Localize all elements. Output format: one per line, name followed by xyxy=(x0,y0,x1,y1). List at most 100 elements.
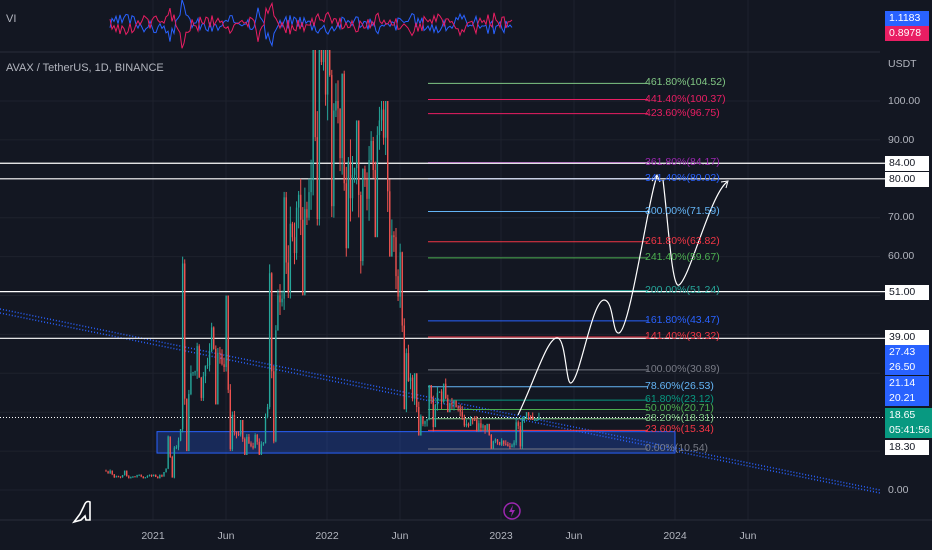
candle-body xyxy=(376,135,379,238)
candle-body xyxy=(538,417,540,420)
candle-body xyxy=(492,441,495,449)
candle-body xyxy=(148,474,151,476)
candle-body xyxy=(420,416,422,436)
candle-body xyxy=(345,183,347,249)
candle-body xyxy=(447,398,449,413)
candle-body xyxy=(401,252,403,326)
fib-label: 241.40%(59.67) xyxy=(645,250,720,263)
indicator-title[interactable]: VI xyxy=(6,13,17,25)
candle-body xyxy=(413,373,416,399)
candle-body xyxy=(227,295,229,390)
candle-body xyxy=(382,109,385,138)
candle-body xyxy=(320,50,323,63)
candle-body xyxy=(432,398,434,428)
candle-body xyxy=(136,475,138,477)
candle-body xyxy=(387,101,389,192)
fib-label: 441.40%(100.37) xyxy=(645,92,726,105)
candle-body xyxy=(384,101,387,138)
candle-body xyxy=(221,353,223,365)
candle-body xyxy=(244,438,246,455)
candle-body xyxy=(179,429,182,441)
candle-body xyxy=(436,392,439,405)
symbol-title[interactable]: AVAX / TetherUS, 1D, BINANCE xyxy=(6,62,164,74)
candle-body xyxy=(517,422,519,426)
price-tick: 100.00 xyxy=(888,95,921,107)
candle-body xyxy=(529,415,532,417)
candles xyxy=(105,50,540,479)
candle-body xyxy=(333,110,335,207)
candle-body xyxy=(177,440,180,448)
candle-body xyxy=(115,476,118,478)
candle-body xyxy=(469,419,472,426)
currency-label[interactable]: USDT xyxy=(888,58,917,70)
candle-body xyxy=(339,108,341,159)
candle-body xyxy=(482,425,484,428)
price-label-84: 84.00 xyxy=(885,156,929,171)
candle-body xyxy=(300,194,302,220)
candle-body xyxy=(138,474,140,476)
time-tick: 2022 xyxy=(315,530,339,542)
candle-body xyxy=(523,417,526,419)
candle-body xyxy=(324,50,327,95)
fib-label: 61.80%(23.12) xyxy=(645,393,714,406)
candle-body xyxy=(217,352,219,405)
candle-body xyxy=(455,400,457,408)
candle-body xyxy=(142,476,144,479)
price-label-18-30: 18.30 xyxy=(885,440,929,455)
candle-body xyxy=(405,353,408,410)
last-price-label: 18.65 xyxy=(885,408,932,423)
candle-body xyxy=(291,223,294,238)
candle-body xyxy=(283,197,285,299)
vi-minus-line xyxy=(109,1,513,49)
candle-body xyxy=(250,443,252,447)
candle-body xyxy=(105,470,107,472)
candle-body xyxy=(480,423,482,428)
candle-body xyxy=(411,377,414,399)
price-label-21-14: 21.14 xyxy=(885,376,929,391)
lightning-event-icon[interactable] xyxy=(502,501,522,521)
fib-label: 261.80%(63.82) xyxy=(645,234,720,247)
candle-body xyxy=(358,120,360,195)
candle-body xyxy=(123,470,126,476)
candle-body xyxy=(459,408,461,412)
candle-body xyxy=(513,442,515,446)
candle-body xyxy=(239,419,242,435)
candle-body xyxy=(389,191,391,257)
candle-body xyxy=(349,161,352,199)
candle-body xyxy=(312,50,314,181)
candle-body xyxy=(119,476,122,478)
tradingview-dino-icon[interactable] xyxy=(70,496,100,526)
candle-body xyxy=(397,276,399,297)
candle-body xyxy=(126,470,128,477)
candle-body xyxy=(329,50,331,76)
candle-body xyxy=(167,436,169,469)
candle-body xyxy=(438,391,441,393)
candle-body xyxy=(266,407,269,417)
candle-body xyxy=(368,159,370,199)
candle-body xyxy=(237,433,240,435)
candle-body xyxy=(316,137,318,220)
price-tick: 90.00 xyxy=(888,134,915,146)
candle-body xyxy=(519,425,521,447)
candle-body xyxy=(525,412,528,418)
candle-body xyxy=(461,411,463,419)
candle-body xyxy=(206,365,209,367)
candle-body xyxy=(173,447,176,478)
candle-body xyxy=(121,475,124,478)
candle-body xyxy=(229,389,231,450)
candle-body xyxy=(457,407,459,409)
candle-body xyxy=(204,365,207,377)
candle-body xyxy=(494,439,497,442)
candle-body xyxy=(463,418,466,426)
candle-body xyxy=(194,371,196,373)
candle-body xyxy=(426,418,428,422)
candle-body xyxy=(449,402,451,413)
fib-label: 23.60%(15.34) xyxy=(645,423,714,436)
candle-body xyxy=(498,442,501,445)
candle-body xyxy=(393,235,395,238)
candle-body xyxy=(372,141,374,170)
time-tick: Jun xyxy=(217,530,235,542)
candle-body xyxy=(353,168,356,175)
